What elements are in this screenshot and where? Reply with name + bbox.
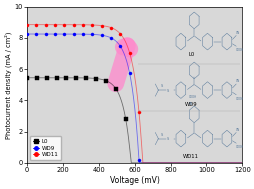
X-axis label: Voltage (mV): Voltage (mV) (109, 176, 159, 185)
Legend: L0, WD9, WD11: L0, WD9, WD11 (30, 136, 61, 160)
Y-axis label: Photocurrent density (mA / cm²): Photocurrent density (mA / cm²) (4, 31, 12, 139)
